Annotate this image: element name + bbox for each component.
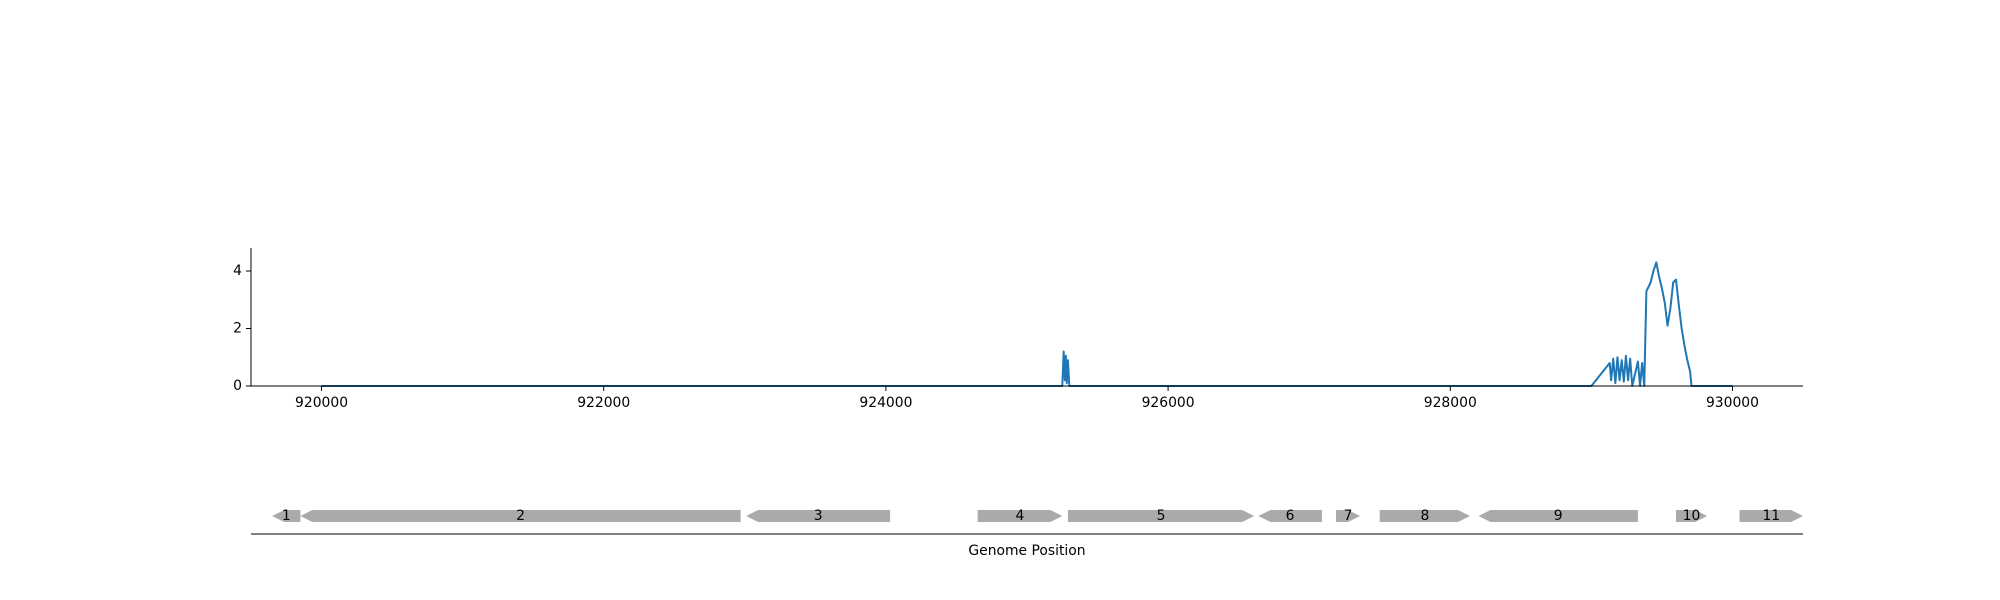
gene-label: 5 <box>1157 508 1166 524</box>
y-ticks: 0 2 4 <box>233 263 251 394</box>
gene-track: 1 2 3 4 5 6 7 8 9 10 11 Genome Position <box>251 508 1803 559</box>
gene-label: 9 <box>1554 508 1563 524</box>
coverage-plot: 920000 922000 924000 926000 928000 930000 0 2 4 <box>233 248 1803 411</box>
x-tick-label: 924000 <box>859 395 912 411</box>
x-tick-label: 926000 <box>1142 395 1195 411</box>
y-tick-label: 2 <box>233 321 242 337</box>
y-tick-label: 0 <box>233 378 242 394</box>
gene-label: 1 <box>282 508 291 524</box>
gene-arrow <box>977 510 1063 522</box>
y-tick-label: 4 <box>233 263 242 279</box>
coverage-series-line <box>321 261 1733 387</box>
gene-label: 6 <box>1286 508 1295 524</box>
gene-label: 8 <box>1420 508 1429 524</box>
gene-arrow <box>1067 510 1255 522</box>
gene-arrow <box>300 510 741 522</box>
gene-arrow <box>1478 510 1638 522</box>
x-ticks: 920000 922000 924000 926000 928000 930000 <box>295 386 1759 411</box>
gene-arrows: 1 2 3 4 5 6 7 8 9 10 11 <box>272 508 1803 524</box>
gene-arrow <box>1258 510 1322 522</box>
gene-label: 10 <box>1683 508 1701 524</box>
gene-label: 3 <box>814 508 823 524</box>
x-tick-label: 920000 <box>295 395 348 411</box>
x-tick-label: 922000 <box>577 395 630 411</box>
gene-label: 11 <box>1762 508 1780 524</box>
gene-track-x-axis-label: Genome Position <box>968 543 1085 559</box>
gene-arrow <box>1739 510 1803 522</box>
gene-arrow <box>746 510 891 522</box>
gene-label: 4 <box>1015 508 1024 524</box>
gene-arrow <box>272 510 301 522</box>
gene-arrow <box>1336 510 1360 522</box>
x-tick-label: 928000 <box>1424 395 1477 411</box>
coverage-line-group <box>321 261 1733 387</box>
gene-arrow <box>1676 510 1708 522</box>
x-tick-label: 930000 <box>1706 395 1759 411</box>
gene-label: 7 <box>1344 508 1353 524</box>
gene-label: 2 <box>516 508 525 524</box>
gene-arrow <box>1379 510 1470 522</box>
